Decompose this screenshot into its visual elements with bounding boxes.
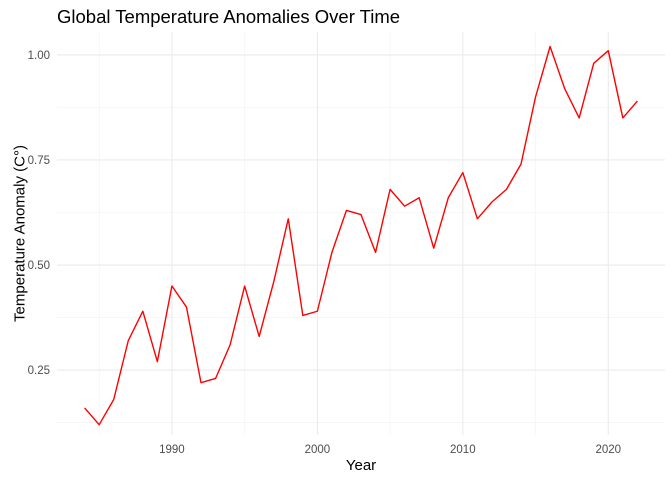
y-axis-title: Temperature Anomaly (C°) bbox=[11, 145, 28, 322]
chart-title: Global Temperature Anomalies Over Time bbox=[57, 6, 401, 27]
y-tick-label: 0.50 bbox=[28, 260, 50, 272]
y-tick-label: 1.00 bbox=[28, 50, 50, 62]
x-axis-ticks: 1990 2000 2010 2020 bbox=[159, 444, 621, 456]
x-tick-label: 2010 bbox=[450, 444, 476, 456]
y-tick-label: 0.25 bbox=[28, 365, 50, 377]
y-axis-ticks: 0.25 0.50 0.75 1.00 bbox=[28, 50, 50, 377]
y-tick-label: 0.75 bbox=[28, 155, 50, 167]
series-layer bbox=[84, 45, 638, 426]
x-tick-label: 2020 bbox=[595, 444, 621, 456]
series-line bbox=[84, 45, 638, 426]
x-axis-title: Year bbox=[346, 457, 376, 474]
x-tick-label: 2000 bbox=[305, 444, 331, 456]
minor-gridlines bbox=[57, 32, 665, 435]
major-gridlines bbox=[57, 32, 665, 435]
x-tick-label: 1990 bbox=[159, 444, 185, 456]
